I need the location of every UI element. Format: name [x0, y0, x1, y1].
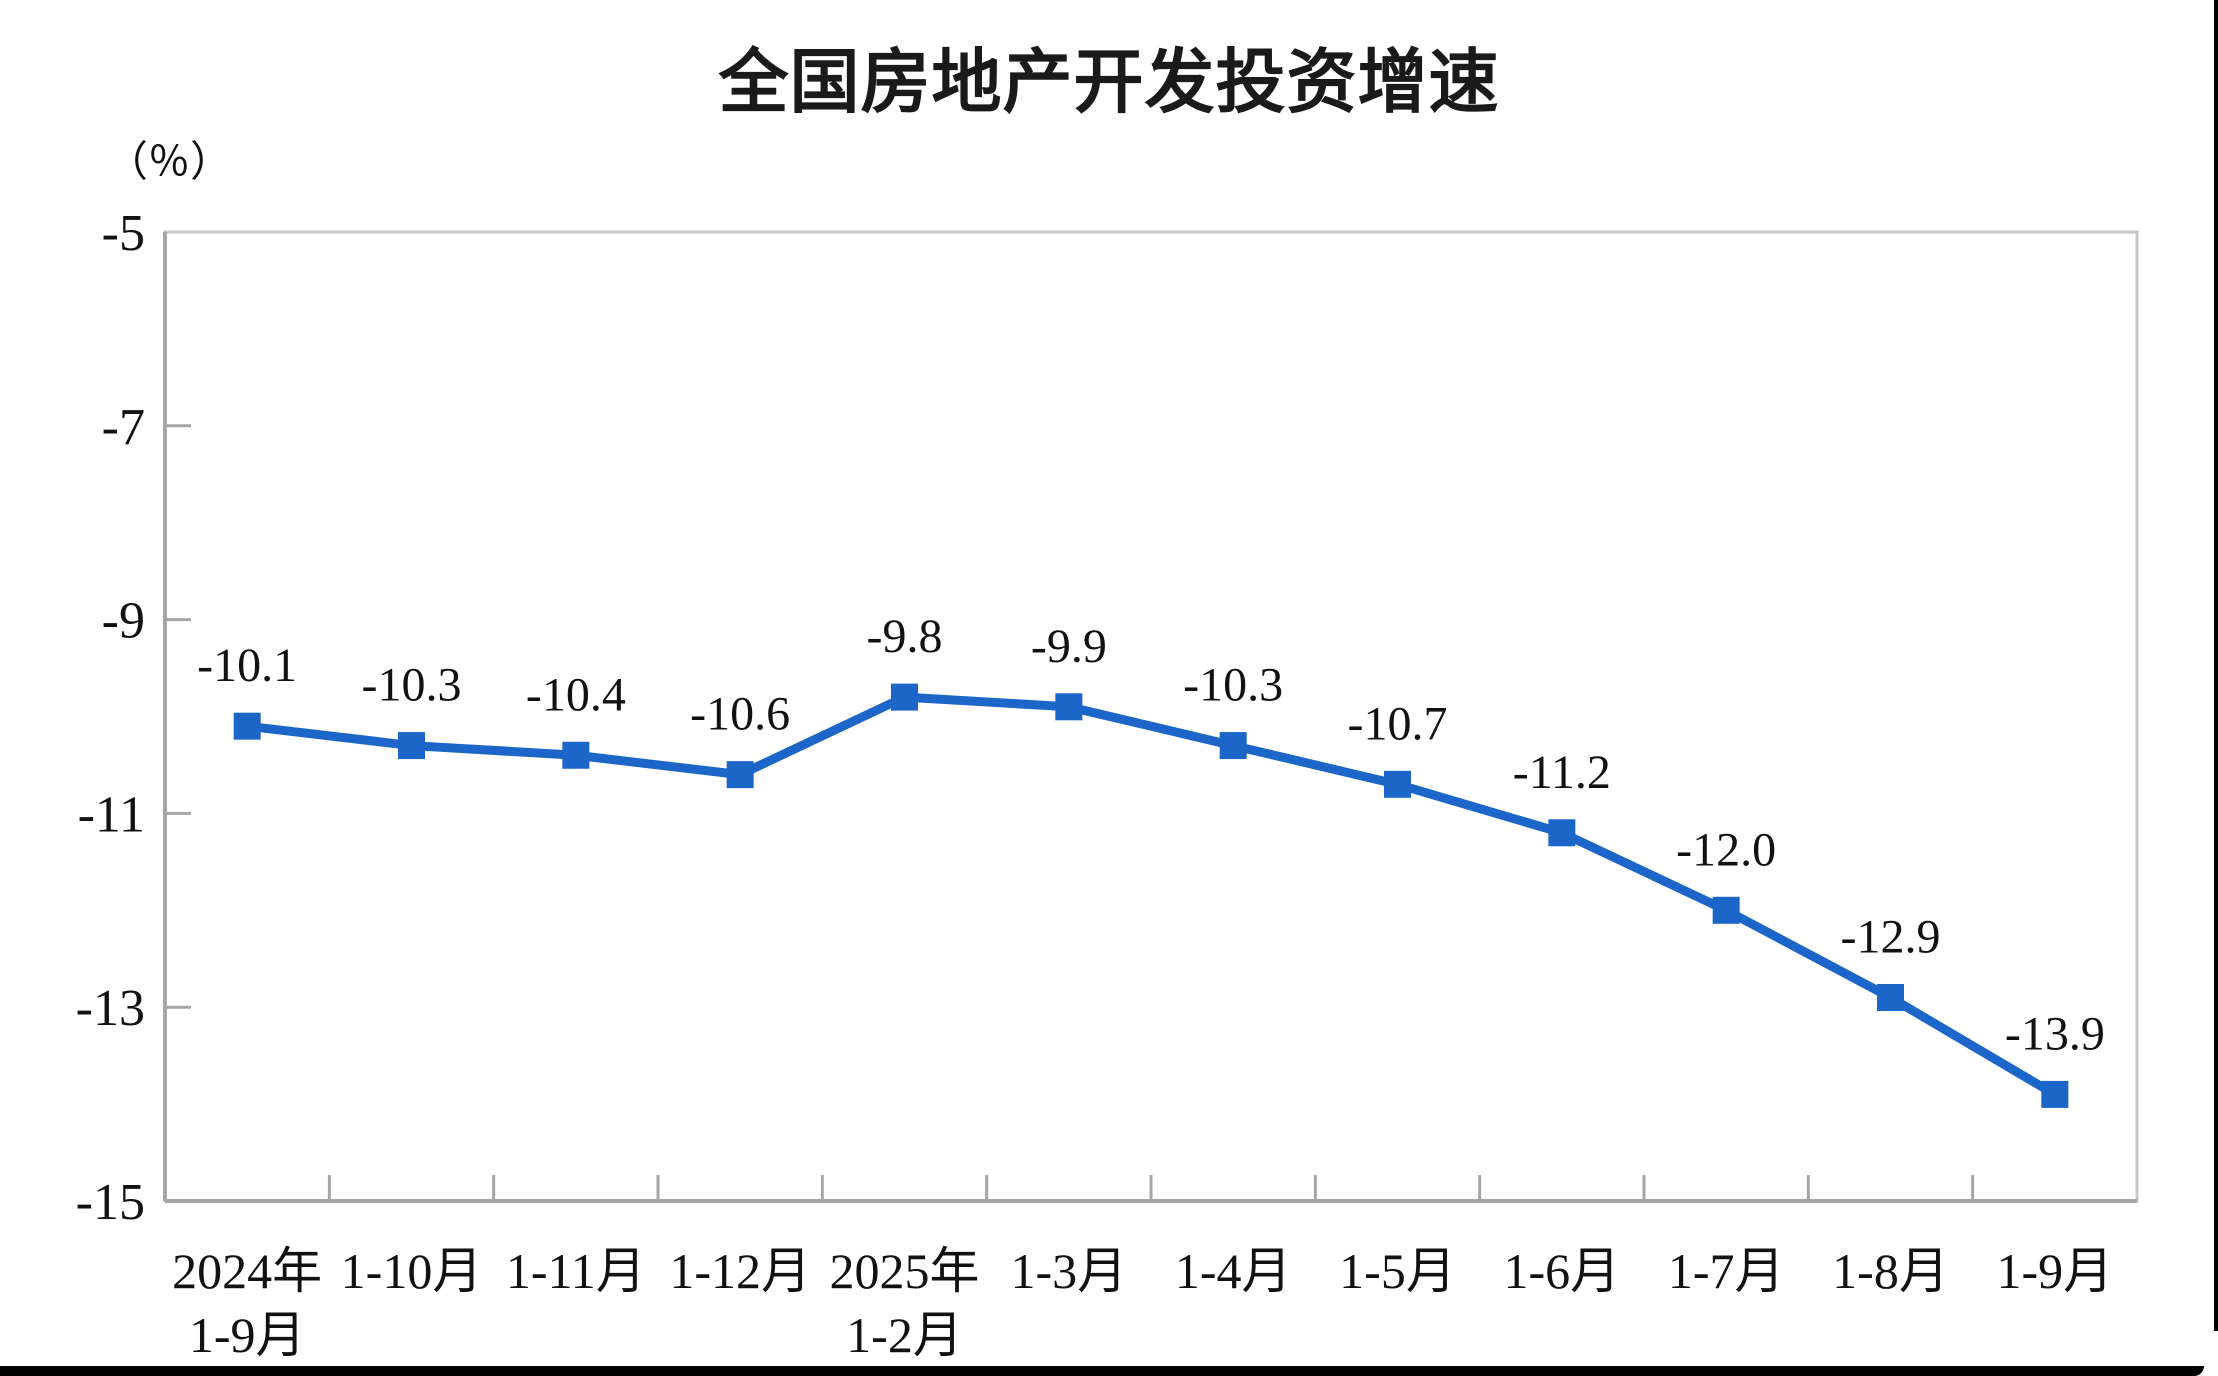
- x-category-label: 1-10月: [341, 1243, 483, 1299]
- y-tick-label: -15: [76, 1174, 145, 1231]
- data-point-label: -12.0: [1676, 823, 1776, 876]
- data-point-marker: [1384, 770, 1411, 798]
- data-point-marker: [562, 741, 590, 769]
- x-category-label: 1-5月: [1339, 1243, 1456, 1299]
- window-right-edge-line: [2214, 0, 2218, 1331]
- data-point-marker: [233, 712, 261, 740]
- y-tick-label: -13: [76, 980, 145, 1037]
- y-axis-unit-label: （％）: [106, 140, 233, 186]
- data-point-label: -9.8: [867, 610, 943, 663]
- x-category-label: 1-9月: [1997, 1243, 2114, 1299]
- data-point-marker: [2041, 1080, 2069, 1108]
- plot-border: [163, 230, 2139, 1203]
- y-tick-label: -7: [102, 399, 145, 456]
- x-category-label: 1-4月: [1175, 1243, 1292, 1299]
- x-category-label: 2025年: [830, 1243, 980, 1299]
- data-point-label: -10.3: [1183, 659, 1283, 712]
- data-point-label: -10.7: [1348, 697, 1448, 750]
- data-point-label: -10.4: [526, 668, 626, 721]
- data-point-marker: [891, 683, 918, 711]
- data-point-marker: [1712, 896, 1740, 924]
- data-point-label: -10.6: [690, 688, 790, 741]
- x-category-label: 1-12月: [669, 1243, 811, 1299]
- data-point-marker: [398, 732, 425, 760]
- x-category-label: 1-7月: [1668, 1243, 1785, 1299]
- y-tick-label: -9: [102, 593, 145, 650]
- data-point-marker: [1877, 984, 1904, 1012]
- x-category-label: 1-6月: [1504, 1243, 1621, 1299]
- data-point-marker: [1219, 732, 1247, 760]
- x-category-label: 1-9月: [189, 1307, 306, 1363]
- chart-title: 全国房地产开发投资增速: [718, 43, 1500, 121]
- x-category-label: 1-3月: [1011, 1243, 1128, 1299]
- data-point-label: -11.2: [1513, 746, 1611, 799]
- x-category-label: 2024年: [172, 1243, 322, 1299]
- x-category-label: 1-8月: [1832, 1243, 1949, 1299]
- data-point-label: -10.3: [362, 659, 462, 712]
- y-tick-label: -5: [102, 205, 145, 262]
- x-category-label: 1-11月: [506, 1243, 646, 1299]
- x-category-label: 1-2月: [846, 1307, 963, 1363]
- data-point-label: -12.9: [1841, 911, 1941, 964]
- data-point-marker: [1548, 819, 1576, 847]
- data-point-label: -10.1: [197, 639, 297, 692]
- data-point-label: -9.9: [1031, 620, 1107, 673]
- data-line: [242, 692, 2060, 1099]
- data-point-marker: [1055, 693, 1083, 721]
- y-tick-label: -11: [78, 786, 145, 843]
- data-point-marker: [726, 761, 754, 789]
- data-point-label: -13.9: [2005, 1007, 2105, 1060]
- window-bottom-edge-bar: [0, 1366, 2204, 1376]
